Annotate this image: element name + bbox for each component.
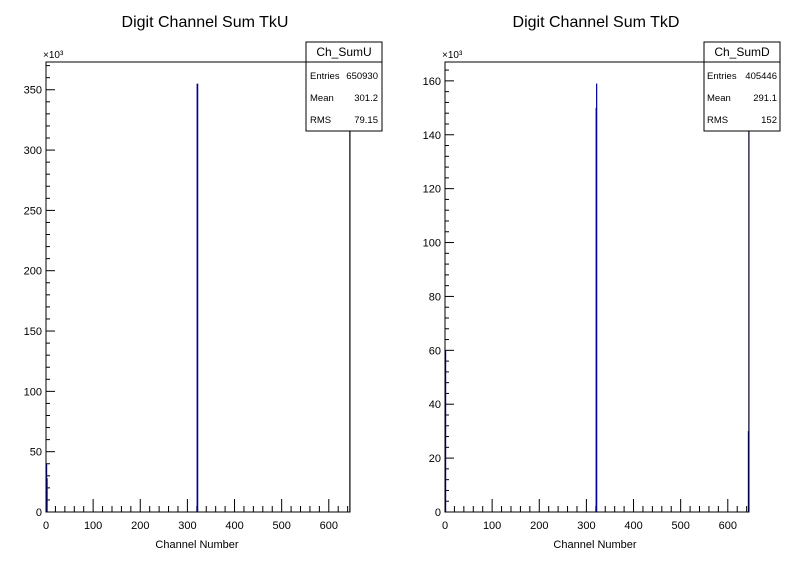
stats-box: Ch_SumD Entries 405446 Mean 291.1 RMS 15… [703, 41, 781, 132]
y-tick-label: 0 [435, 507, 441, 519]
y-tick-label: 60 [429, 345, 441, 357]
plot-frame [444, 61, 750, 513]
stats-entries-value: 650930 [346, 71, 378, 82]
y-axis-multiplier: ×10³ [43, 50, 64, 61]
chart-title: Digit Channel Sum TkD [513, 14, 680, 31]
x-tick-label: 500 [671, 520, 689, 532]
stats-box-frame [305, 41, 383, 132]
x-axis-label: Channel Number [553, 539, 636, 551]
x-tick-label: 400 [624, 520, 642, 532]
x-tick-label: 600 [320, 520, 338, 532]
y-tick-label: 100 [24, 386, 42, 398]
x-tick-label: 400 [225, 520, 243, 532]
stats-box: Ch_SumU Entries 650930 Mean 301.2 RMS 79… [305, 41, 383, 132]
stats-title: Ch_SumU [316, 45, 371, 59]
y-tick-label: 160 [423, 76, 441, 88]
y-tick-label: 40 [429, 399, 441, 411]
y-axis-multiplier: ×10³ [442, 50, 463, 61]
y-tick-label: 300 [24, 145, 42, 157]
x-tick-label: 0 [43, 520, 49, 532]
plot-frame [45, 61, 351, 513]
x-tick-label: 200 [131, 520, 149, 532]
histogram-bar [46, 478, 48, 512]
x-tick-label: 500 [272, 520, 290, 532]
y-tick-label: 20 [429, 453, 441, 465]
stats-mean-label: Mean [707, 93, 731, 104]
y-tick-label: 120 [423, 184, 441, 196]
stats-entries-value: 405446 [745, 71, 777, 82]
x-tick-label: 100 [483, 520, 501, 532]
y-tick-label: 0 [36, 507, 42, 519]
stats-rms-value: 79.15 [354, 115, 378, 126]
stats-title: Ch_SumD [714, 45, 770, 59]
histogram-pad-tku: Digit Channel Sum TkU Channel Number ×10… [24, 14, 383, 551]
histogram-pad-tkd: Digit Channel Sum TkD Channel Number ×10… [423, 14, 781, 551]
histogram-bar [596, 83, 598, 512]
stats-mean-value: 301.2 [354, 93, 378, 104]
y-tick-label: 350 [24, 85, 42, 97]
histogram-bar [197, 83, 199, 512]
x-tick-label: 600 [719, 520, 737, 532]
y-tick-label: 80 [429, 291, 441, 303]
stats-mean-value: 291.1 [753, 93, 777, 104]
y-tick-label: 140 [423, 130, 441, 142]
stats-box-frame [703, 41, 781, 132]
stats-entries-label: Entries [707, 71, 737, 82]
stats-mean-label: Mean [310, 93, 334, 104]
histogram-bar [445, 350, 447, 512]
axis-ticks: 0 100 200 300 400 500 600 0 20 40 60 80 100 120 140 160 [423, 69, 748, 532]
stats-rms-label: RMS [707, 115, 728, 126]
x-tick-label: 300 [577, 520, 595, 532]
x-axis-label: Channel Number [155, 539, 238, 551]
y-tick-label: 50 [30, 447, 42, 459]
y-tick-label: 250 [24, 205, 42, 217]
y-tick-label: 150 [24, 326, 42, 338]
stats-rms-value: 152 [761, 115, 777, 126]
x-tick-label: 200 [530, 520, 548, 532]
x-tick-label: 300 [178, 520, 196, 532]
y-tick-label: 200 [24, 266, 42, 278]
x-tick-label: 100 [84, 520, 102, 532]
axis-ticks: 0 100 200 300 400 500 600 0 50 100 150 200 250 300 350 [24, 65, 349, 532]
y-tick-label: 100 [423, 238, 441, 250]
stats-rms-label: RMS [310, 115, 331, 126]
chart-title: Digit Channel Sum TkU [122, 14, 289, 31]
x-tick-label: 0 [442, 520, 448, 532]
stats-entries-label: Entries [310, 71, 340, 82]
